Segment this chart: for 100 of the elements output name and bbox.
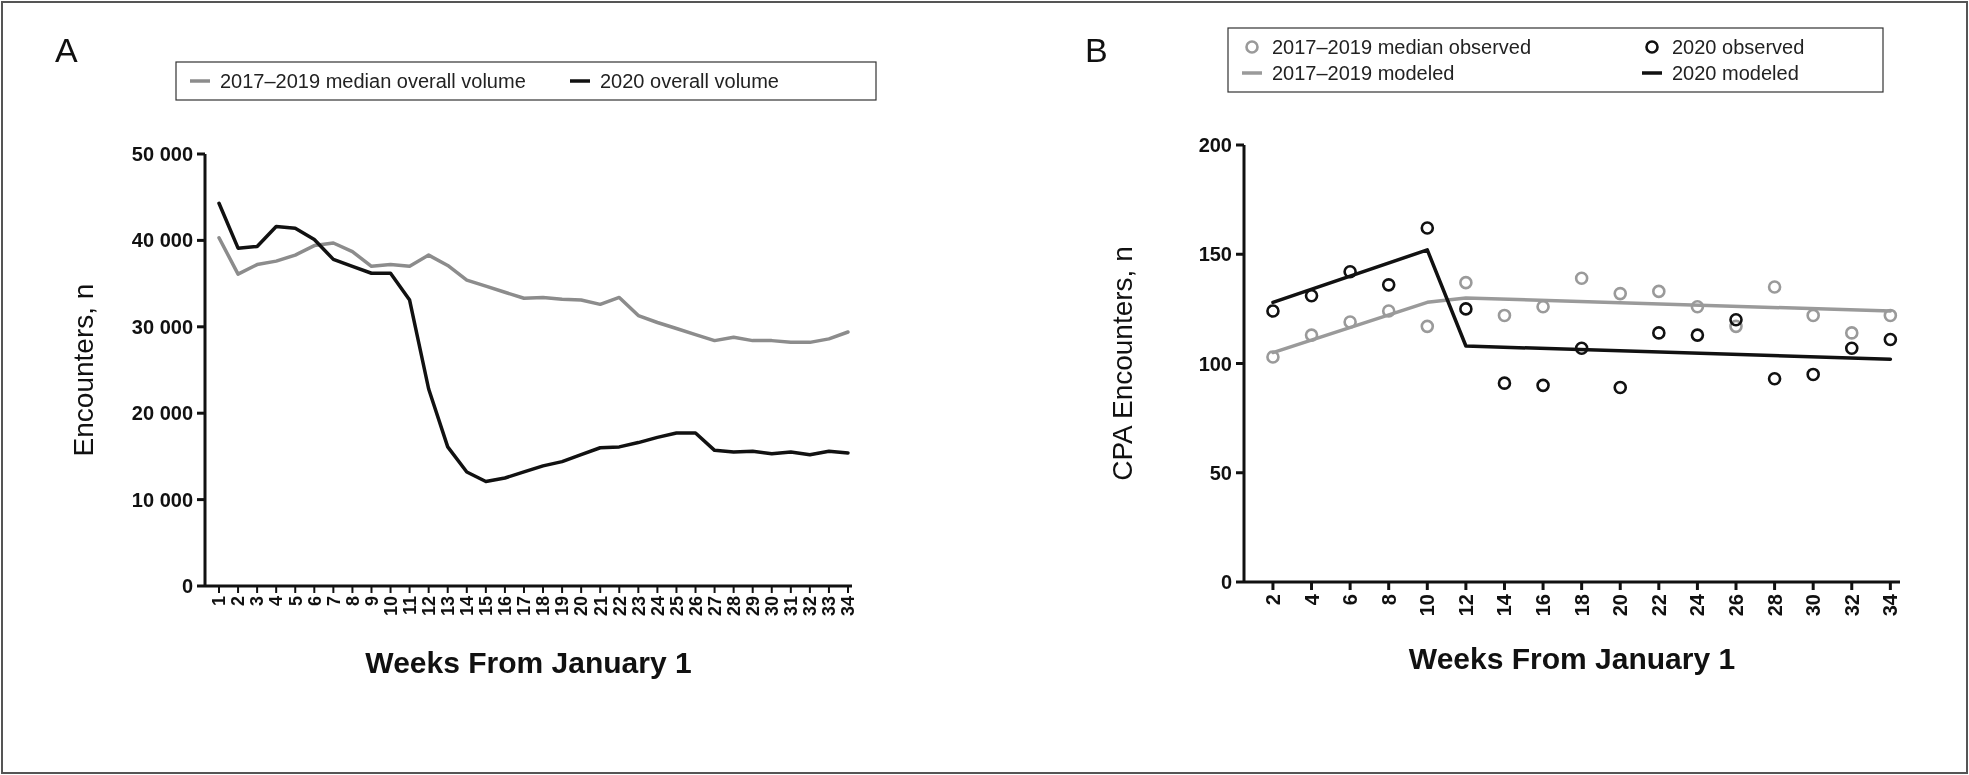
- point: [1304, 328, 1319, 342]
- chart-title: B: [1085, 31, 1108, 69]
- point: [1266, 304, 1280, 318]
- y-tick-label: 100: [1198, 352, 1232, 375]
- y-tick-label: 50: [1209, 461, 1232, 484]
- point: [1883, 308, 1898, 323]
- x-tick-label: 9: [361, 596, 382, 607]
- point: [1806, 308, 1820, 323]
- point: [1497, 376, 1512, 390]
- y-tick-label: 20 000: [131, 402, 193, 425]
- point: [1844, 341, 1859, 356]
- line-series: [217, 201, 850, 484]
- x-tick-label: 24: [1686, 593, 1709, 617]
- point: [1883, 332, 1898, 347]
- legend-label: 2020 modeled: [1672, 62, 1799, 84]
- x-tick-label: 14: [457, 596, 478, 617]
- x-tick-label: 24: [647, 596, 668, 617]
- x-tick-label: 14: [1493, 593, 1516, 617]
- point: [1343, 315, 1357, 329]
- x-tick-label: 5: [285, 596, 306, 607]
- legend-label: 2017–2019 modeled: [1272, 62, 1455, 84]
- y-tick-label: 0: [1220, 571, 1232, 593]
- legend-label: 2020 overall volume: [600, 70, 779, 92]
- x-tick-label: 22: [1647, 594, 1670, 617]
- point: [1381, 278, 1396, 292]
- x-tick-label: 31: [781, 596, 802, 617]
- x-tick-label: 15: [476, 596, 497, 617]
- point: [1266, 350, 1280, 364]
- point: [1381, 304, 1396, 318]
- x-tick-label: 33: [819, 596, 840, 617]
- x-tick-label: 16: [495, 596, 516, 617]
- point: [1767, 280, 1782, 294]
- point: [1420, 221, 1435, 235]
- x-tick-label: 2: [228, 596, 249, 607]
- line-series: [217, 236, 850, 345]
- point: [1844, 326, 1859, 340]
- point: [1806, 367, 1820, 382]
- point: [1574, 341, 1589, 356]
- point: [1613, 380, 1628, 395]
- x-tick-label: 28: [723, 596, 744, 617]
- point: [1343, 264, 1357, 279]
- chart-title: A: [55, 31, 78, 69]
- point: [1304, 288, 1319, 303]
- point: [1459, 275, 1473, 290]
- x-tick-label: 17: [514, 596, 535, 617]
- point: [1536, 378, 1550, 393]
- x-tick-label: 12: [1454, 594, 1477, 617]
- legend-label: 2017–2019 median overall volume: [220, 70, 526, 92]
- y-axis-title: CPA Encounters, n: [1107, 246, 1138, 481]
- x-tick-label: 19: [552, 596, 573, 617]
- point: [1690, 299, 1705, 314]
- y-tick-label: 10 000: [131, 488, 193, 511]
- x-tick-label: 27: [704, 596, 725, 617]
- x-axis-title: Weeks From January 1: [1408, 642, 1736, 675]
- x-tick-label: 16: [1532, 594, 1555, 617]
- x-tick-label: 28: [1763, 594, 1786, 617]
- point: [1420, 319, 1435, 334]
- x-tick-label: 25: [666, 596, 687, 617]
- point: [1690, 328, 1705, 342]
- point: [1459, 302, 1473, 316]
- x-tick-label: 26: [1725, 594, 1747, 617]
- x-tick-label: 10: [1416, 594, 1439, 617]
- point: [1497, 308, 1512, 323]
- point: [1729, 313, 1743, 327]
- y-tick-label: 200: [1198, 134, 1232, 156]
- x-tick-label: 32: [1840, 594, 1863, 617]
- x-tick-label: 22: [609, 596, 630, 617]
- x-tick-label: 11: [399, 596, 420, 616]
- x-tick-label: 20: [571, 596, 592, 617]
- x-tick-label: 23: [628, 596, 649, 617]
- point: [1574, 271, 1589, 286]
- x-tick-label: 12: [418, 596, 439, 617]
- legend-label: 2017–2019 median observed: [1272, 36, 1532, 58]
- x-tick-label: 21: [590, 596, 611, 617]
- x-tick-label: 34: [1879, 593, 1902, 617]
- y-tick-label: 150: [1198, 243, 1232, 266]
- x-tick-label: 32: [800, 596, 821, 617]
- x-tick-label: 13: [438, 596, 459, 617]
- point: [1613, 286, 1628, 301]
- x-tick-label: 29: [743, 596, 763, 617]
- x-tick-label: 8: [342, 596, 363, 607]
- x-tick-label: 34: [838, 596, 859, 617]
- x-tick-label: 18: [1570, 594, 1593, 617]
- y-tick-label: 50 000: [131, 143, 193, 165]
- x-tick-label: 6: [304, 596, 325, 607]
- x-tick-label: 8: [1377, 594, 1400, 606]
- point: [1652, 284, 1666, 299]
- x-tick-label: 26: [685, 596, 706, 617]
- y-tick-label: 0: [181, 575, 193, 597]
- x-tick-label: 4: [266, 596, 287, 607]
- x-tick-label: 1: [209, 596, 230, 607]
- x-tick-label: 20: [1609, 594, 1632, 617]
- point: [1767, 372, 1782, 386]
- point: [1652, 326, 1666, 340]
- x-tick-label: 2: [1261, 594, 1284, 606]
- y-axis-title: Encounters, n: [68, 283, 99, 457]
- x-tick-label: 30: [1802, 594, 1825, 617]
- x-tick-label: 7: [323, 596, 344, 607]
- x-tick-label: 10: [380, 596, 401, 617]
- x-tick-label: 4: [1300, 593, 1323, 606]
